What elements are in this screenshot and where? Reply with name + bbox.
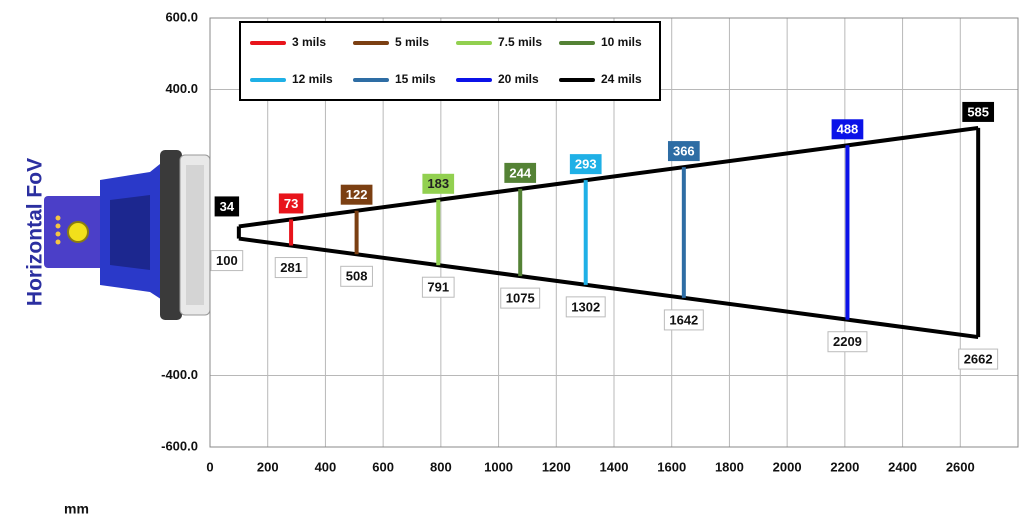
width-label-box (504, 162, 537, 183)
distance-label: 2209 (827, 331, 868, 353)
width-label-text: 366 (673, 144, 695, 159)
legend-label: 24 mils (601, 72, 642, 86)
x-tick-label: 1000 (484, 459, 513, 474)
legend-label: 15 mils (395, 72, 436, 86)
legend-label: 20 mils (498, 72, 539, 86)
start-width-label-box (214, 196, 240, 217)
x-tick-label: 1800 (715, 459, 744, 474)
plot-frame (209, 17, 1019, 448)
x-tick-label: 800 (430, 459, 452, 474)
y-tick-label: 600.0 (165, 9, 198, 24)
width-label: 488 (831, 119, 864, 140)
legend (239, 21, 661, 101)
distance-label-box (274, 257, 308, 279)
width-label-box (278, 193, 304, 214)
distance-label-box (500, 287, 541, 309)
start-distance-label-text: 100 (216, 253, 238, 268)
distance-label-text: 508 (346, 269, 368, 284)
start-width-label-text: 34 (220, 199, 235, 214)
y-tick-label: 400.0 (165, 81, 198, 96)
legend-label: 3 mils (292, 35, 326, 49)
y-tick-label: -400.0 (161, 367, 198, 382)
distance-label: 791 (421, 276, 455, 298)
width-label-box (340, 184, 373, 205)
width-label-text: 244 (509, 165, 531, 180)
distance-label-text: 1642 (669, 312, 698, 327)
width-label-box (667, 141, 700, 162)
distance-label-box (565, 296, 606, 318)
start-width-label: 34 (214, 196, 240, 217)
width-label-box (422, 173, 455, 194)
distance-label: 508 (340, 265, 373, 287)
distance-label-box (827, 331, 868, 353)
distance-label: 281 (274, 257, 308, 279)
width-label-text: 585 (967, 104, 989, 119)
distance-label-text: 1075 (506, 291, 535, 306)
width-label-text: 488 (837, 122, 859, 137)
width-label-text: 73 (284, 196, 298, 211)
distance-label-text: 281 (280, 260, 302, 275)
width-label-text: 183 (427, 176, 449, 191)
x-tick-label: 400 (315, 459, 337, 474)
distance-label: 2662 (958, 348, 999, 370)
width-label-box (962, 101, 995, 122)
distance-label-text: 1302 (571, 299, 600, 314)
distance-label-box (663, 309, 704, 331)
width-label: 244 (504, 162, 537, 183)
cone-bottom (238, 236, 979, 340)
width-label: 122 (340, 184, 373, 205)
distance-label-text: 791 (427, 280, 449, 295)
width-label-box (569, 154, 602, 175)
x-tick-label: 2000 (773, 459, 802, 474)
x-tick-label: 200 (257, 459, 279, 474)
legend-label: 5 mils (395, 35, 429, 49)
width-label-text: 293 (575, 157, 597, 172)
distance-label-box (421, 276, 455, 298)
x-tick-label: 1600 (657, 459, 686, 474)
x-tick-label: 2200 (830, 459, 859, 474)
distance-label-text: 2209 (833, 334, 862, 349)
distance-label: 1302 (565, 296, 606, 318)
x-tick-label: 600 (372, 459, 394, 474)
legend-label: 7.5 mils (498, 35, 542, 49)
distance-label-text: 2662 (964, 352, 993, 367)
cone-top (238, 125, 979, 229)
x-tick-label: 2600 (946, 459, 975, 474)
x-tick-label: 1200 (542, 459, 571, 474)
width-label-text: 122 (346, 187, 368, 202)
legend-label: 10 mils (601, 35, 642, 49)
width-label: 366 (667, 141, 700, 162)
distance-label-box (340, 265, 373, 287)
width-label: 73 (278, 193, 304, 214)
width-label: 293 (569, 154, 602, 175)
y-axis-label: Horizontal FoV (24, 158, 47, 306)
legend-label: 12 mils (292, 72, 333, 86)
width-label: 183 (422, 173, 455, 194)
x-tick-label: 0 (206, 459, 213, 474)
width-label-box (831, 119, 864, 140)
y-tick-label: -600.0 (161, 438, 198, 453)
start-distance-label: 100 (210, 250, 244, 272)
width-label: 585 (962, 101, 995, 122)
scanner-image (44, 150, 211, 320)
distance-label: 1642 (663, 309, 704, 331)
distance-label-box (958, 348, 999, 370)
start-distance-label-box (210, 250, 244, 272)
x-tick-label: 1400 (600, 459, 629, 474)
x-tick-label: 2400 (888, 459, 917, 474)
x-axis-label: mm (64, 501, 89, 517)
distance-label: 1075 (500, 287, 541, 309)
